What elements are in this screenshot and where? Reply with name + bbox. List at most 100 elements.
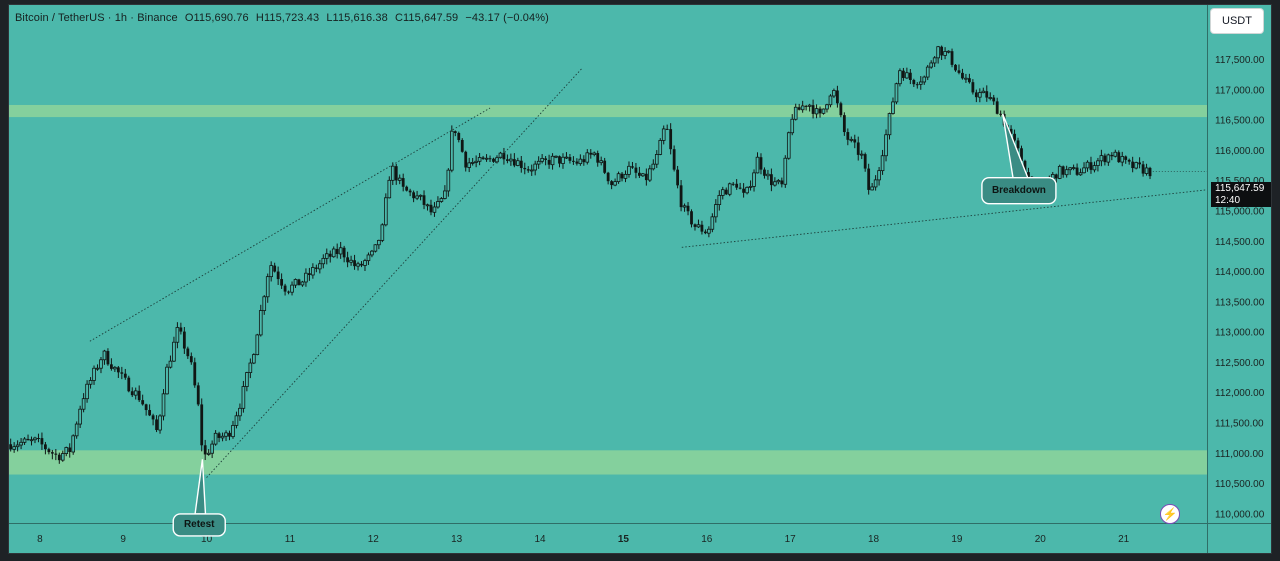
candle — [925, 64, 930, 81]
x-tick-label: 20 — [1035, 534, 1047, 545]
x-tick-label: 12 — [368, 534, 380, 545]
candle — [40, 432, 44, 450]
plot-area — [9, 5, 1207, 523]
candle — [592, 151, 597, 157]
x-tick-label: 16 — [701, 534, 713, 545]
candle — [669, 123, 673, 155]
candle — [1020, 145, 1023, 162]
y-tick-label: 113,500.00 — [1215, 297, 1265, 308]
candle — [248, 358, 253, 379]
candle — [971, 79, 975, 95]
candle — [412, 190, 416, 203]
candle — [929, 60, 933, 69]
candle — [516, 157, 520, 167]
y-tick-label: 117,000.00 — [1215, 85, 1265, 96]
candle — [585, 149, 590, 165]
candle — [1110, 152, 1114, 161]
candle — [217, 431, 221, 443]
candle — [300, 280, 305, 287]
candle — [644, 168, 648, 186]
candle — [255, 333, 260, 356]
candle — [408, 188, 412, 197]
candle — [1127, 158, 1131, 165]
candle — [60, 450, 65, 462]
candle — [804, 104, 808, 111]
candle — [297, 278, 301, 286]
candle — [1141, 160, 1145, 177]
candle — [102, 349, 107, 365]
candle — [550, 153, 555, 170]
candle — [661, 125, 666, 145]
x-tick-label: 21 — [1118, 534, 1130, 545]
candle — [710, 213, 715, 233]
candle — [880, 149, 885, 175]
candle — [738, 182, 742, 190]
candle — [828, 94, 833, 108]
candle — [654, 150, 659, 168]
candle — [558, 155, 561, 168]
candle — [1103, 153, 1107, 166]
candle — [1148, 166, 1152, 180]
candle — [613, 178, 617, 187]
currency-button[interactable]: USDT — [1211, 9, 1263, 33]
candle — [720, 186, 725, 200]
candle — [321, 254, 326, 269]
candle — [370, 249, 374, 258]
candle — [572, 156, 575, 165]
candle — [564, 152, 569, 160]
y-tick-label: 114,500.00 — [1215, 237, 1265, 248]
price-chart[interactable]: 110,000.00 110,500.00 111,000.00 111,500.00… — [9, 5, 1272, 554]
candle — [182, 327, 186, 354]
candle — [269, 261, 273, 282]
candle — [113, 365, 117, 372]
candle — [457, 131, 461, 143]
lightning-icon[interactable]: ⚡ — [1160, 504, 1180, 524]
candle — [328, 250, 332, 263]
candle — [265, 273, 270, 303]
candle — [748, 180, 753, 191]
candle — [849, 136, 854, 143]
candle — [1054, 173, 1058, 183]
candle — [37, 433, 40, 443]
candle — [763, 167, 766, 179]
candle — [836, 85, 839, 108]
trendline-2 — [681, 189, 1208, 248]
candle — [512, 153, 516, 168]
candle — [877, 167, 881, 186]
candle — [1085, 160, 1090, 172]
candle — [887, 112, 892, 140]
y-tick-label: 115,500.00 — [1215, 176, 1265, 187]
candle — [704, 229, 707, 235]
candle — [324, 248, 329, 265]
x-tick-label: 13 — [451, 534, 463, 545]
candle — [672, 145, 676, 172]
last-price-value: 115,647.59 — [1215, 183, 1265, 194]
x-tick-label: 9 — [120, 534, 126, 545]
candle — [727, 182, 732, 197]
symbol-header: Bitcoin / TetherUS · 1h · Binance O115,6… — [15, 12, 553, 24]
candle — [283, 283, 287, 296]
y-tick-label: 115,000.00 — [1215, 206, 1265, 217]
candle — [238, 403, 242, 421]
candle — [387, 176, 392, 199]
callout-box-0 — [172, 513, 226, 537]
candle — [825, 103, 829, 113]
candle — [912, 78, 916, 88]
candle — [425, 203, 430, 211]
candle — [384, 193, 388, 227]
last-price-tag: 115,647.59 12:40 — [1211, 182, 1271, 207]
candle — [380, 223, 385, 243]
candle — [922, 75, 927, 85]
ohlc-change: −43.17 (−0.04%) — [465, 12, 549, 24]
candle — [1082, 162, 1086, 174]
candle — [33, 436, 37, 444]
candle — [206, 449, 211, 456]
candle — [686, 202, 690, 216]
symbol-name[interactable]: Bitcoin / TetherUS · 1h · Binance — [15, 12, 178, 24]
candle — [110, 358, 113, 371]
candle — [95, 364, 100, 371]
candle — [120, 366, 124, 380]
candle — [957, 64, 961, 75]
candle — [533, 160, 537, 176]
candle — [492, 157, 495, 163]
